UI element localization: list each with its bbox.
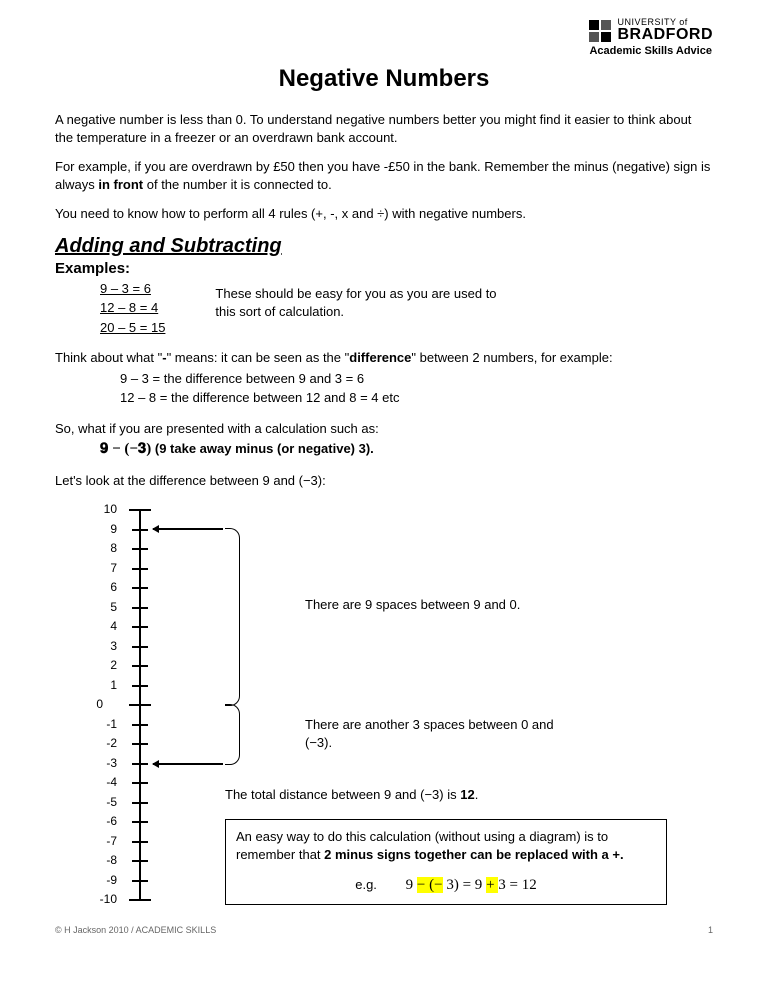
diff-example-2: 12 – 8 = the difference between 12 and 8…	[55, 388, 713, 408]
brace-9-to-0	[225, 528, 240, 706]
numline-label: -9	[87, 873, 117, 887]
note-9-spaces: There are 9 spaces between 9 and 0.	[305, 596, 520, 614]
numline-label: -2	[87, 736, 117, 750]
numline-label: -10	[87, 892, 117, 906]
numline-label: -3	[87, 756, 117, 770]
numline-label: 9	[87, 522, 117, 536]
numline-label: -6	[87, 814, 117, 828]
numline-label: 8	[87, 541, 117, 555]
examples-label: Examples:	[55, 260, 713, 277]
numline-label: 6	[87, 580, 117, 594]
arrow-to-neg3	[153, 763, 223, 765]
numline-label: 3	[87, 639, 117, 653]
logo-icon	[589, 20, 611, 42]
section-heading: Adding and Subtracting	[55, 235, 713, 258]
diff-example-1: 9 – 3 = the difference between 9 and 3 =…	[55, 369, 713, 389]
examples-row: 9 – 3 = 6 12 – 8 = 4 20 – 5 = 15 These s…	[55, 279, 713, 338]
numline-label: -4	[87, 775, 117, 789]
logo-line2: BRADFORD	[617, 27, 713, 43]
think-para: Think about what "-" means: it can be se…	[55, 349, 713, 367]
so-line: So, what if you are presented with a cal…	[55, 420, 713, 438]
intro-para-3: You need to know how to perform all 4 ru…	[55, 205, 713, 223]
lets-look: Let's look at the difference between 9 a…	[55, 472, 713, 490]
numline-label: 2	[87, 658, 117, 672]
numline-label: 7	[87, 561, 117, 575]
intro-para-2: For example, if you are overdrawn by £50…	[55, 158, 713, 193]
page-title: Negative Numbers	[55, 65, 713, 93]
note-total: The total distance between 9 and (−3) is…	[225, 786, 478, 804]
brace-0-to-neg3	[225, 704, 240, 765]
intro-para-1: A negative number is less than 0. To und…	[55, 111, 713, 146]
page: UNIVERSITY of BRADFORD Academic Skills A…	[0, 0, 768, 921]
numline-label: 1	[87, 678, 117, 692]
arrow-to-9	[153, 528, 223, 530]
logo: UNIVERSITY of BRADFORD Academic Skills A…	[589, 18, 713, 57]
number-line-diagram: 109876543210-1-2-3-4-5-6-7-8-9-10 There …	[55, 501, 713, 911]
note-3-spaces: There are another 3 spaces between 0 and…	[305, 716, 555, 752]
numline-label: 10	[87, 502, 117, 516]
numline-label: 4	[87, 619, 117, 633]
numline-label: -5	[87, 795, 117, 809]
logo-sub: Academic Skills Advice	[589, 45, 713, 57]
examples-note: These should be easy for you as you are …	[215, 279, 515, 321]
expression-line: 𝟗 − (−𝟑) (9 take away minus (or negative…	[55, 439, 713, 459]
numline-label: 0	[73, 697, 103, 711]
numline-label: -8	[87, 853, 117, 867]
eg-label: e.g.	[355, 877, 377, 892]
footer-page-number: 1	[708, 925, 713, 935]
examples-list: 9 – 3 = 6 12 – 8 = 4 20 – 5 = 15	[55, 279, 165, 338]
numline-label: 5	[87, 600, 117, 614]
footer-copyright: © H Jackson 2010 / ACADEMIC SKILLS	[55, 925, 216, 935]
rule-box: An easy way to do this calculation (with…	[225, 819, 667, 904]
footer: © H Jackson 2010 / ACADEMIC SKILLS 1	[0, 921, 768, 941]
numline-label: -1	[87, 717, 117, 731]
numline-label: -7	[87, 834, 117, 848]
eg-expression: 9 − (− 3) = 9 + 3 = 12	[406, 877, 537, 893]
